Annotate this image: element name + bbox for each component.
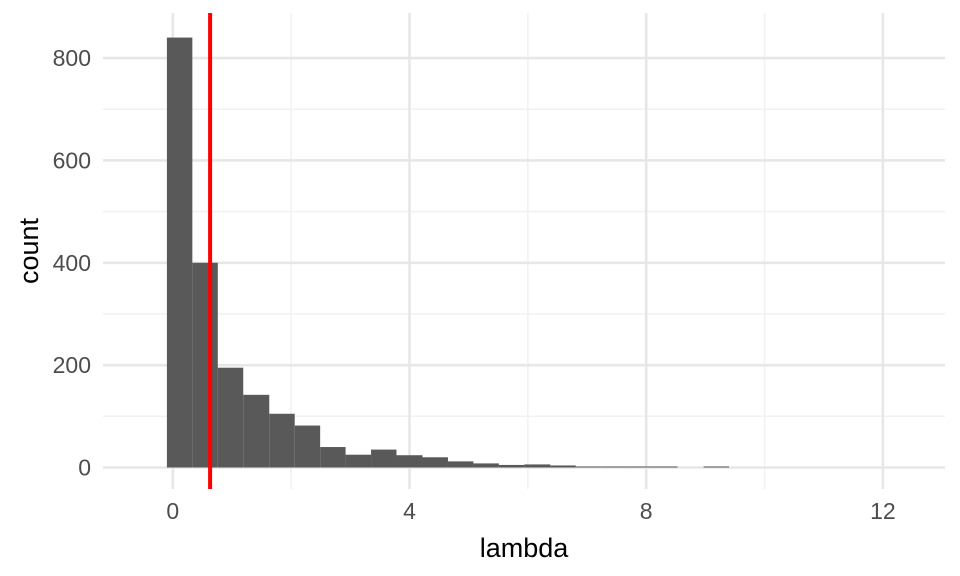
histogram-bar	[473, 463, 499, 468]
y-tick-label: 600	[53, 147, 91, 173]
y-axis-tick-labels: 0 200 400 600 800	[53, 45, 91, 480]
histogram-bar	[320, 447, 346, 468]
histogram-bar	[269, 413, 295, 468]
histogram-bar	[703, 466, 730, 468]
x-axis-title: lambda	[480, 533, 570, 563]
x-tick-label: 0	[166, 498, 179, 524]
histogram-bar	[243, 394, 270, 468]
histogram-bar	[294, 425, 321, 468]
y-tick-label: 800	[53, 45, 91, 71]
histogram-bar	[498, 464, 525, 468]
y-tick-label: 400	[53, 250, 91, 276]
y-tick-label: 200	[53, 352, 91, 378]
y-tick-label: 0	[78, 455, 91, 481]
histogram-bar	[626, 466, 653, 468]
histogram-bar	[652, 466, 678, 468]
histogram-bar	[371, 449, 397, 468]
bars-layer	[166, 37, 730, 468]
histogram-bar	[422, 457, 448, 468]
histogram-bar	[550, 465, 576, 468]
histogram-bar	[345, 454, 372, 468]
x-tick-label: 12	[870, 498, 896, 524]
histogram-bar	[192, 262, 218, 468]
histogram-bar	[524, 464, 551, 468]
histogram-bar	[396, 455, 423, 468]
x-tick-label: 4	[403, 498, 416, 524]
histogram-bar	[217, 367, 244, 468]
histogram-bar	[447, 461, 474, 468]
histogram-bar	[575, 466, 602, 468]
histogram-bar	[601, 466, 627, 468]
y-axis-title: count	[14, 217, 44, 284]
x-axis-tick-labels: 0 4 8 12	[166, 498, 895, 524]
x-tick-label: 8	[640, 498, 653, 524]
histogram-bar	[166, 37, 193, 468]
